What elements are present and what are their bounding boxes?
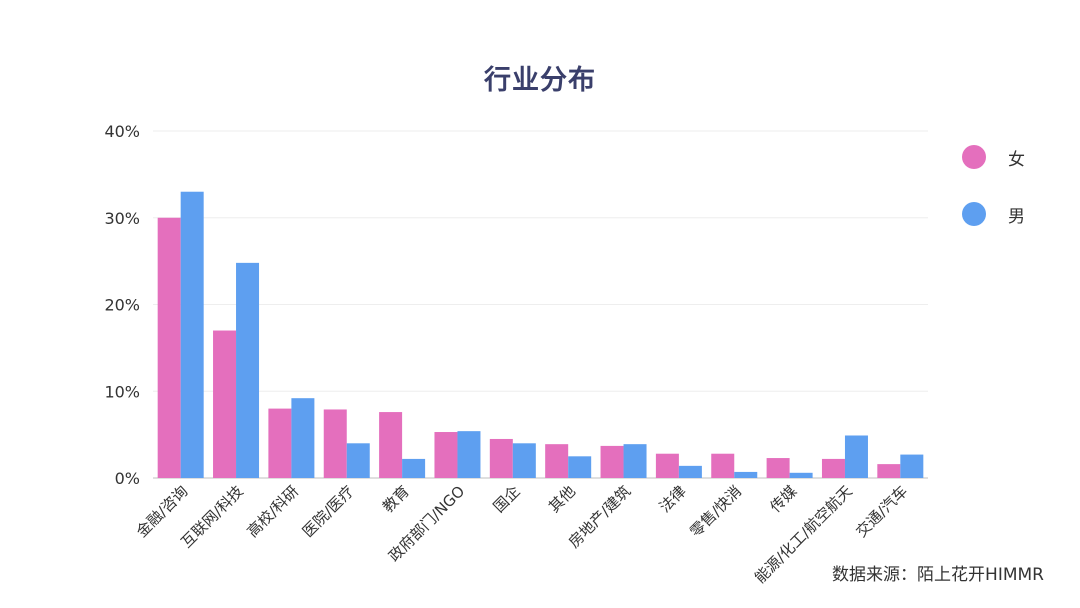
bar-male [291,398,315,478]
y-tick-label: 30% [104,209,140,228]
bar-female [711,453,735,478]
x-tick-label: 传媒 [766,482,800,516]
bar-male [346,443,370,478]
bar-female [268,408,292,478]
bar-male [734,471,758,478]
bar-female [213,330,237,478]
bar-male [512,443,536,478]
bar-female [600,445,624,478]
bar-female [655,453,679,478]
y-tick-label: 10% [104,382,140,401]
x-tick-label: 金融/咨询 [133,482,192,541]
bar-female [877,464,901,478]
legend-item-male: 男 [962,201,1025,227]
bar-male [457,431,481,478]
bar-female [157,217,181,478]
y-tick-label: 20% [104,296,140,315]
legend-item-female: 女 [962,144,1025,170]
legend-swatch-male [962,202,986,226]
bar-female [434,432,458,478]
legend-swatch-female [962,145,986,169]
x-tick-label: 国企 [490,482,524,516]
bar-male [900,454,924,478]
data-source-note: 数据来源：陌上花开HIMMR [832,565,1044,585]
bar-male [236,262,260,478]
y-tick-label: 40% [104,122,140,141]
bar-male [402,458,426,478]
bar-female [379,412,403,478]
legend-label-female: 女 [1008,149,1025,170]
bar-female [766,458,790,478]
x-tick-label: 其他 [545,482,579,516]
bar-male [789,472,813,478]
y-tick-label: 0% [115,469,140,488]
bar-male [180,191,204,478]
x-tick-label: 交通/汽车 [852,482,911,541]
x-tick-label: 教育 [379,482,413,516]
x-tick-label: 高校/科研 [243,482,302,541]
bar-female [323,409,347,478]
x-tick-label: 医院/医疗 [299,482,358,541]
bar-female [489,438,513,478]
x-tick-label: 法律 [656,482,690,516]
bar-male [568,456,592,478]
bar-male [678,465,702,478]
bar-male [844,435,868,478]
bar-female [821,458,845,478]
bar-male [623,444,647,478]
legend-label-male: 男 [1008,206,1025,227]
chart-title: 行业分布 [484,65,596,96]
bar-female [545,444,569,478]
x-tick-label: 零售/快消 [686,482,745,541]
